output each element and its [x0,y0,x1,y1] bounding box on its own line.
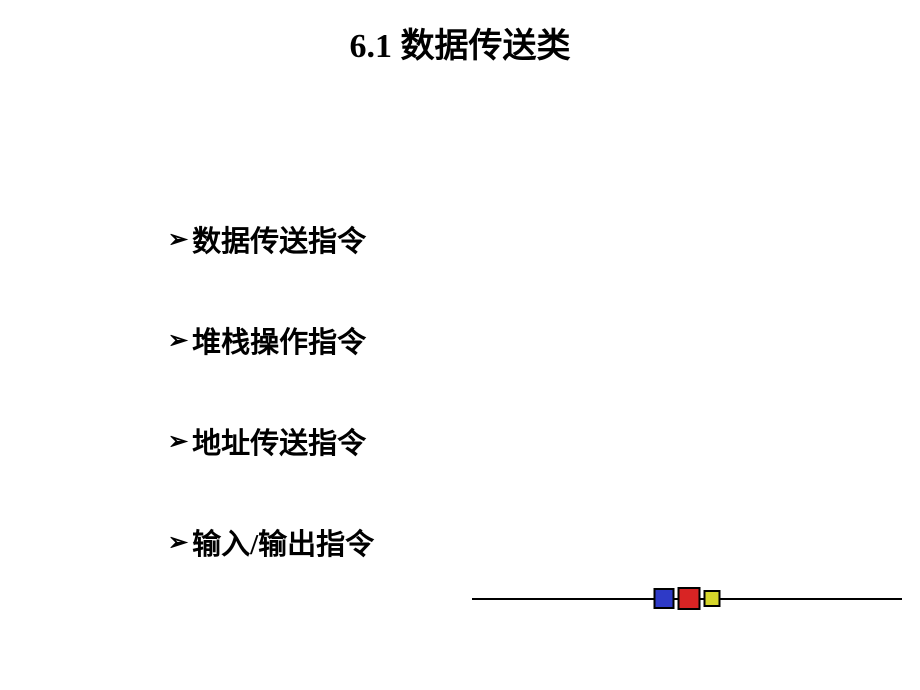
bullet-text: 输入/输出指令 [192,521,374,563]
list-item: ➢ 数据传送指令 [168,218,374,260]
bullet-marker-icon: ➢ [168,225,188,254]
bullet-text: 堆栈操作指令 [192,319,366,361]
square-icon [654,588,675,609]
bullet-list: ➢ 数据传送指令 ➢ 堆栈操作指令 ➢ 地址传送指令 ➢ 输入/输出指令 [168,218,374,563]
decorative-divider [472,584,902,614]
list-item: ➢ 输入/输出指令 [168,521,374,563]
list-item: ➢ 地址传送指令 [168,420,374,462]
square-icon [678,587,701,610]
bullet-text: 地址传送指令 [192,420,366,462]
divider-squares [654,587,721,610]
slide-title: 6.1 数据传送类 [0,0,920,67]
bullet-marker-icon: ➢ [168,427,188,456]
list-item: ➢ 堆栈操作指令 [168,319,374,361]
square-icon [704,590,721,607]
bullet-marker-icon: ➢ [168,528,188,557]
bullet-marker-icon: ➢ [168,326,188,355]
bullet-text: 数据传送指令 [192,218,366,260]
